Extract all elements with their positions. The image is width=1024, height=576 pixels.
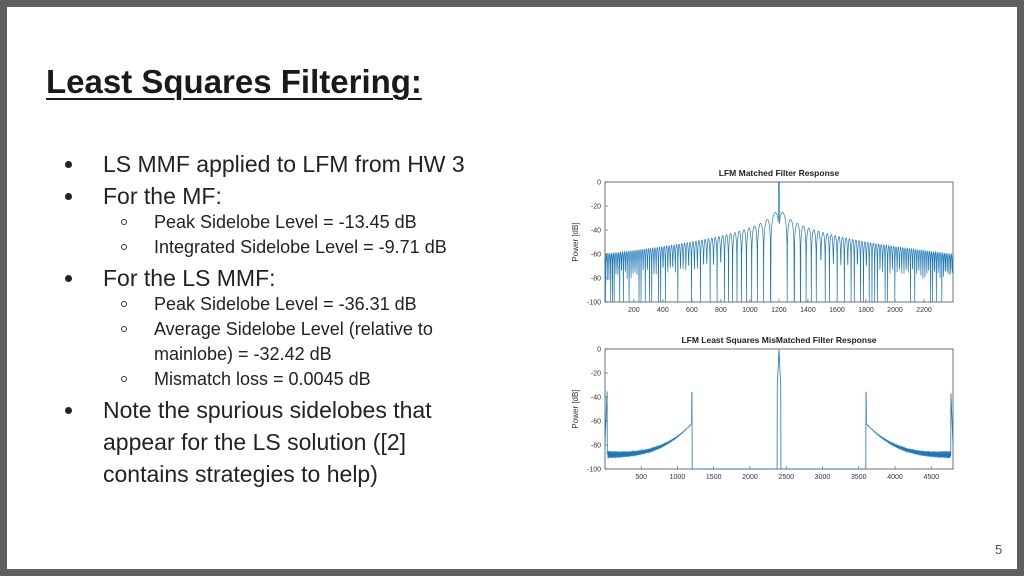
x-ticks: 500 1000 1500 2000 2500 3000 3500 4000 4500	[635, 466, 939, 481]
x-tick-label: 2200	[916, 307, 932, 314]
x-tick-label: 1000	[670, 474, 686, 481]
y-tick-label: -80	[591, 276, 601, 283]
bullet-item-continued: contains strategies to help)	[103, 461, 378, 487]
plot-area	[604, 181, 954, 303]
bullet-item: Note the spurious sidelobes that	[103, 397, 432, 423]
y-tick-label: -100	[587, 300, 601, 307]
plots-figure: LFM Matched Filter Response 0 -20 -40 -60 -8…	[571, 168, 954, 481]
chart-title: LFM Least Squares MisMatched Filter Resp…	[681, 335, 876, 345]
bullet-dot-icon	[65, 275, 72, 282]
sub-bullet-circle-icon	[121, 326, 127, 332]
sub-bullet-circle-icon	[121, 244, 127, 250]
x-tick-label: 1000	[742, 307, 758, 314]
slide-title: Least Squares Filtering:	[46, 63, 422, 100]
x-tick-label: 1800	[858, 307, 874, 314]
x-tick-label: 2500	[778, 474, 794, 481]
bullet-item: LS MMF applied to LFM from HW 3	[103, 151, 465, 177]
series-line	[604, 181, 954, 303]
x-tick-label: 500	[635, 474, 647, 481]
x-tick-label: 3000	[815, 474, 831, 481]
x-tick-label: 1500	[706, 474, 722, 481]
x-tick-label: 400	[657, 307, 669, 314]
y-tick-label: -60	[591, 252, 601, 259]
y-tick-label: 0	[597, 180, 601, 187]
x-tick-label: 3500	[851, 474, 867, 481]
sub-bullet-circle-icon	[121, 219, 127, 225]
bullet-dot-icon	[65, 161, 72, 168]
y-tick-label: -80	[591, 443, 601, 450]
y-tick-label: 0	[597, 347, 601, 354]
chart-mf: LFM Matched Filter Response 0 -20 -40 -60 -8…	[571, 168, 954, 314]
y-tick-label: -100	[587, 467, 601, 474]
y-tick-label: -40	[591, 395, 601, 402]
y-ticks: 0 -20 -40 -60 -80 -100	[587, 347, 608, 474]
x-tick-label: 600	[686, 307, 698, 314]
x-tick-label: 2000	[742, 474, 758, 481]
x-tick-label: 800	[715, 307, 727, 314]
sub-bullet-item: Integrated Sidelobe Level = -9.71 dB	[154, 237, 447, 257]
bullet-item-continued: appear for the LS solution ([2]	[103, 429, 407, 455]
sub-bullet-item: Mismatch loss = 0.0045 dB	[154, 369, 371, 389]
chart-ls-mmf: LFM Least Squares MisMatched Filter Resp…	[571, 335, 954, 481]
x-tick-label: 1400	[800, 307, 816, 314]
y-tick-label: -20	[591, 204, 601, 211]
sub-bullet-item: Average Sidelobe Level (relative to	[154, 319, 433, 339]
page-number: 5	[995, 542, 1003, 557]
sub-bullet-item: Peak Sidelobe Level = -13.45 dB	[154, 212, 417, 232]
bullet-item: For the MF:	[103, 183, 222, 209]
bullet-dot-icon	[65, 407, 72, 414]
y-axis-label: Power [dB]	[571, 389, 580, 428]
sub-bullet-circle-icon	[121, 301, 127, 307]
y-axis-label: Power [dB]	[571, 222, 580, 261]
y-ticks: 0 -20 -40 -60 -80 -100	[587, 180, 608, 307]
sub-bullet-item: Peak Sidelobe Level = -36.31 dB	[154, 294, 417, 314]
series-line	[604, 349, 954, 470]
x-tick-label: 4000	[887, 474, 903, 481]
sub-bullet-circle-icon	[121, 376, 127, 382]
x-tick-label: 200	[628, 307, 640, 314]
bullet-dot-icon	[65, 193, 72, 200]
chart-title: LFM Matched Filter Response	[719, 168, 840, 178]
y-tick-label: -60	[591, 419, 601, 426]
x-tick-label: 2000	[887, 307, 903, 314]
x-tick-label: 1600	[829, 307, 845, 314]
bullet-item: For the LS MMF:	[103, 265, 276, 291]
y-tick-label: -40	[591, 228, 601, 235]
sub-bullet-item-continued: mainlobe) = -32.42 dB	[154, 344, 332, 364]
x-ticks: 200 400 600 800 1000 1200 1400 1600 1800 2000 2200	[628, 299, 932, 314]
x-tick-label: 1200	[771, 307, 787, 314]
x-tick-label: 4500	[923, 474, 939, 481]
plot-area	[604, 348, 954, 470]
y-tick-label: -20	[591, 371, 601, 378]
